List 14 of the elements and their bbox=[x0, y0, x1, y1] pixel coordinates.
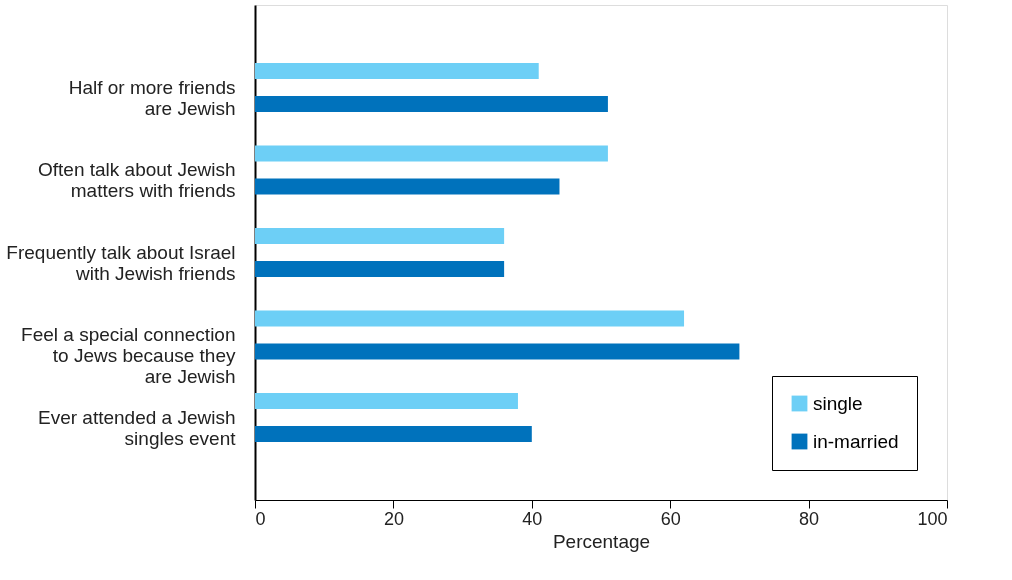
legend-label: in-married bbox=[813, 430, 899, 452]
x-tick-label: 20 bbox=[383, 508, 404, 529]
y-tick-label: Feel a special connection to Jews because they are Jewish bbox=[21, 324, 236, 387]
y-tick-label: Frequently talk about Israel with Jewish friends bbox=[6, 241, 236, 284]
y-tick-label: Ever attended a Jewish singles event bbox=[37, 406, 237, 449]
y-tick-label: Half or more friends are Jewish bbox=[68, 76, 236, 119]
legend-label: single bbox=[813, 392, 863, 414]
y-tick-label: Often talk about Jewish matters with friends bbox=[38, 159, 236, 201]
x-tick-label: 100 bbox=[917, 508, 948, 529]
x-tick-label: 0 bbox=[255, 508, 266, 529]
x-tick-label: 60 bbox=[660, 508, 681, 529]
x-axis-title: Percentage bbox=[552, 530, 651, 552]
x-tick-label: 80 bbox=[799, 508, 820, 529]
x-tick-label: 40 bbox=[522, 508, 543, 529]
